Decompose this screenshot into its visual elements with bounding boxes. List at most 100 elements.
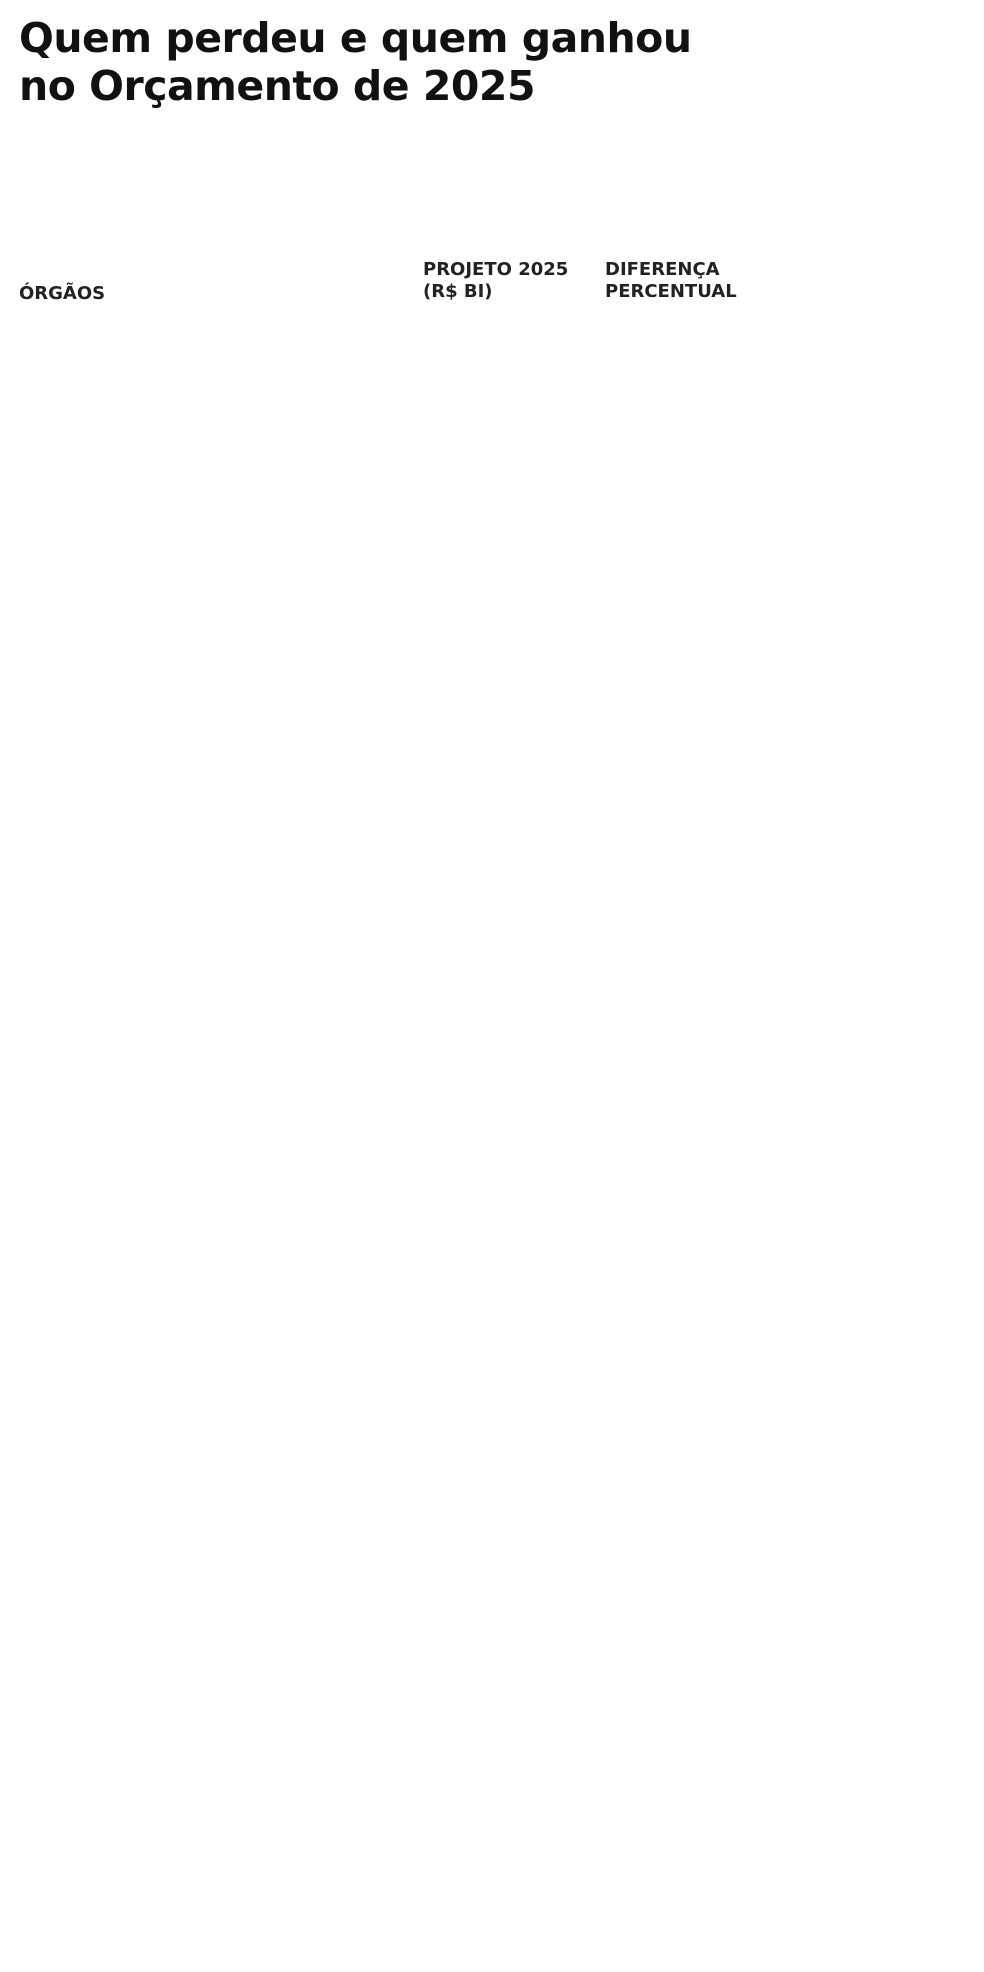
bar — [763, 1649, 787, 1673]
bar — [787, 331, 870, 355]
pct-label: 3,94% — [605, 452, 688, 480]
category-label: Previdência Social — [19, 782, 246, 811]
value-label: 0,226 — [423, 1399, 499, 1427]
bubble — [509, 1712, 573, 1775]
category-label: Advocacia-Geral da União — [19, 906, 343, 935]
pct-label: -1,21% — [605, 1729, 698, 1757]
bar — [784, 1732, 787, 1756]
pct-label: -4,84% — [605, 1605, 698, 1633]
pct-label: 82,00% — [605, 534, 705, 562]
bar — [787, 661, 949, 685]
value-label: 1,2 — [423, 864, 466, 892]
bar — [787, 372, 802, 396]
pct-label: 4,91% — [605, 781, 688, 809]
category-label: Comunicações — [19, 1153, 201, 1182]
column-header: ÓRGÃOS — [19, 283, 106, 304]
category-label: Educação — [19, 370, 140, 399]
bubble — [533, 1447, 549, 1463]
pct-label: 3,73% — [605, 1111, 688, 1139]
category-label: Direitos Humanos — [19, 947, 242, 976]
bubble — [509, 1835, 573, 1900]
bubble — [527, 1689, 555, 1716]
icon-documents — [18, 150, 110, 246]
bar — [787, 949, 805, 973]
bar — [787, 1155, 790, 1179]
value-label: 2,6 — [423, 1605, 466, 1633]
bar — [787, 743, 799, 767]
column-header: DIFERENÇA PERCENTUAL — [605, 259, 737, 302]
value-label: 1,8 — [423, 575, 466, 603]
bar — [787, 908, 802, 932]
value-label: 2,3 — [423, 781, 466, 809]
value-label: 2,5 — [423, 410, 466, 438]
category-label: Planejamento — [19, 1318, 191, 1347]
bubble — [534, 1489, 548, 1504]
bubble — [533, 1653, 549, 1669]
chart-title: Quem perdeu e quem ganhou no Orçamento d… — [19, 14, 692, 110]
category-label: Povos Indígenas — [19, 535, 221, 564]
bubble — [532, 622, 550, 641]
row-separators — [19, 321, 970, 1889]
bubble — [527, 1523, 555, 1552]
category-label: Operações Oficiais de Crédito — [19, 1647, 390, 1676]
category-label: Desenvolvimento Agrário — [19, 576, 336, 605]
category-label: Mulheres — [19, 1071, 133, 1100]
bubble — [533, 1159, 549, 1175]
bubble — [530, 580, 552, 601]
value-label: 37 — [423, 1811, 456, 1839]
bubble — [540, 1289, 542, 1292]
bubble — [540, 1248, 542, 1250]
value-label: 0,381 — [423, 658, 499, 686]
bar — [787, 1114, 794, 1138]
value-label: 1 — [423, 1646, 440, 1674]
category-label: Desenvolvimento — [19, 1483, 237, 1512]
value-label: 0,110 — [423, 822, 499, 850]
bar — [780, 1567, 787, 1591]
pct-label: -3,60% — [605, 1564, 698, 1592]
bar — [776, 1691, 787, 1715]
value-label: 0,218 — [423, 1070, 499, 1098]
bubble — [529, 743, 553, 767]
pct-label: -2,17% — [605, 1358, 698, 1386]
bubble — [536, 667, 546, 678]
value-label: 0,355 — [423, 1111, 499, 1139]
category-label: Empreendedorismo — [19, 823, 264, 852]
row-texts: Ciência, Tec. e Inovação 13,3 45,27% Educaç… — [17, 328, 715, 1924]
value-label: 0,826 — [423, 1482, 499, 1510]
pct-label: -10,44% — [605, 1852, 715, 1880]
bubble — [536, 1327, 546, 1337]
bubble — [529, 784, 553, 808]
bubble — [513, 439, 569, 494]
category-label: Agricultura — [19, 1606, 157, 1635]
bubble — [532, 870, 550, 887]
pct-label: -11,04% — [605, 1276, 715, 1304]
bar — [770, 1485, 787, 1509]
category-label: Meio Ambiente — [19, 700, 207, 729]
bubble — [531, 704, 551, 724]
value-label: 35,3 — [423, 369, 482, 397]
bar — [787, 1031, 800, 1055]
bubble — [495, 1780, 587, 1873]
value-label: 0,151 — [423, 1193, 499, 1221]
bubble — [536, 1121, 546, 1131]
value-label: 3 — [423, 1688, 440, 1716]
value-label: 5,5 — [423, 1894, 466, 1922]
value-label: 12,8 — [423, 452, 482, 480]
category-label: Vice-Presidência — [19, 1235, 223, 1264]
bar — [728, 1897, 787, 1921]
category-label: Saúde — [19, 1812, 97, 1841]
value-label: 3,4 — [423, 1523, 466, 1551]
value-label: 1,5 — [423, 699, 466, 727]
category-label: Gestão — [19, 617, 107, 646]
category-label: Presidência — [19, 411, 162, 440]
pct-label: -12,91% — [605, 1646, 715, 1674]
bubble — [496, 339, 586, 430]
bubble — [536, 956, 546, 966]
category-label: Encargos Financeiros — [19, 1689, 282, 1718]
value-label: 0,005 — [423, 1234, 499, 1262]
category-label: Controladoria-Geral — [19, 1194, 266, 1223]
bar — [787, 455, 795, 479]
value-label: 2,4 — [423, 740, 466, 768]
pct-label: 7,13% — [605, 864, 688, 892]
pct-label: -2,89% — [605, 1523, 698, 1551]
